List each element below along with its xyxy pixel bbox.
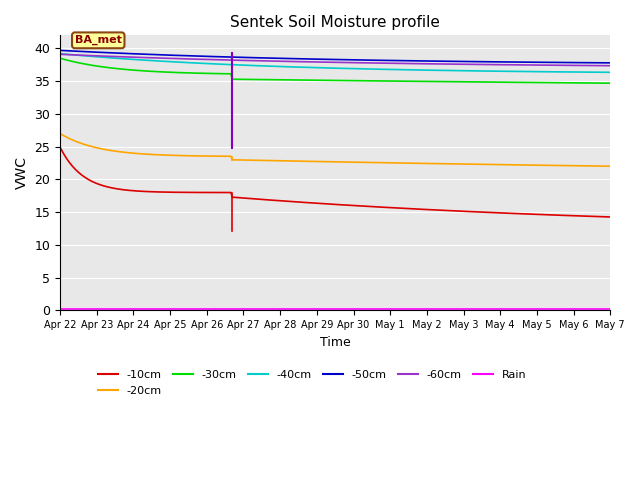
-40cm (606, 70, 614, 75)
Text: BA_met: BA_met (75, 35, 122, 46)
-40cm (507, 69, 515, 74)
-60cm (321, 59, 328, 65)
-50cm (321, 57, 328, 62)
-50cm (56, 48, 64, 53)
Rain (606, 307, 614, 312)
Line: -40cm: -40cm (60, 54, 610, 72)
Rain (354, 307, 362, 312)
-20cm (56, 131, 64, 136)
-30cm (384, 78, 392, 84)
-50cm (384, 58, 392, 63)
-30cm (321, 77, 328, 83)
-10cm (606, 214, 614, 220)
-60cm (317, 59, 325, 65)
-60cm (593, 63, 601, 69)
Rain (384, 307, 392, 312)
-30cm (56, 55, 64, 61)
-50cm (354, 57, 362, 63)
-50cm (606, 60, 614, 66)
Y-axis label: VWC: VWC (15, 156, 29, 190)
-40cm (354, 66, 362, 72)
-10cm (56, 144, 64, 150)
Line: -20cm: -20cm (60, 133, 610, 166)
-30cm (507, 79, 515, 85)
-40cm (593, 69, 601, 75)
Rain (593, 307, 601, 312)
-20cm (321, 159, 328, 165)
-40cm (321, 65, 328, 71)
-10cm (321, 201, 328, 206)
-10cm (384, 204, 392, 210)
-40cm (317, 65, 325, 71)
Rain (317, 307, 325, 312)
-60cm (56, 51, 64, 57)
Line: -30cm: -30cm (60, 58, 610, 83)
-50cm (593, 60, 601, 66)
-20cm (606, 163, 614, 169)
-60cm (606, 63, 614, 69)
-20cm (384, 160, 392, 166)
-10cm (317, 201, 325, 206)
-60cm (507, 62, 515, 68)
Line: -50cm: -50cm (60, 50, 610, 63)
-10cm (593, 214, 601, 219)
-30cm (354, 78, 362, 84)
Rain (507, 307, 515, 312)
-60cm (354, 60, 362, 66)
-10cm (507, 210, 515, 216)
-40cm (56, 51, 64, 57)
-20cm (354, 159, 362, 165)
-60cm (384, 60, 392, 66)
X-axis label: Time: Time (320, 336, 351, 349)
-50cm (317, 56, 325, 62)
Legend: -10cm, -20cm, -30cm, -40cm, -50cm, -60cm, Rain: -10cm, -20cm, -30cm, -40cm, -50cm, -60cm… (93, 366, 531, 400)
Rain (56, 307, 64, 312)
-20cm (507, 162, 515, 168)
-50cm (507, 59, 515, 65)
-20cm (317, 159, 325, 165)
Rain (321, 307, 328, 312)
-30cm (317, 77, 325, 83)
Line: -60cm: -60cm (60, 54, 610, 66)
-20cm (593, 163, 601, 169)
-30cm (606, 80, 614, 86)
-40cm (384, 67, 392, 72)
-30cm (593, 80, 601, 86)
-10cm (354, 203, 362, 209)
Line: -10cm: -10cm (60, 147, 610, 217)
Title: Sentek Soil Moisture profile: Sentek Soil Moisture profile (230, 15, 440, 30)
